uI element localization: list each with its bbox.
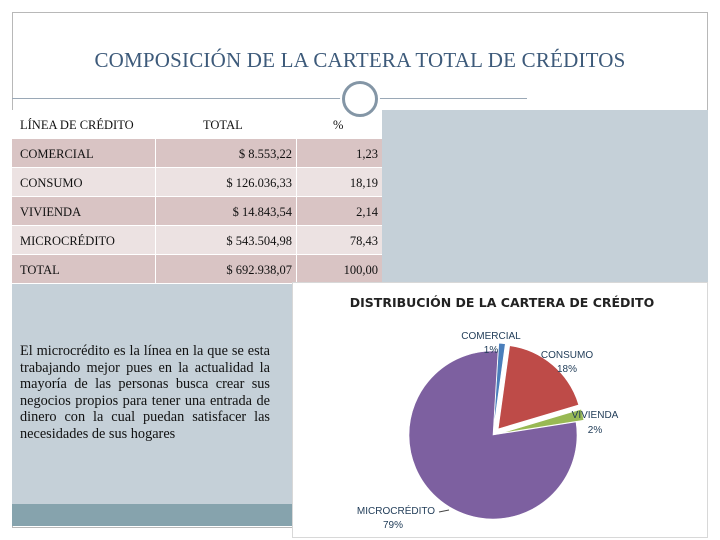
row-total-line: TOTAL [20,263,60,277]
label-comercial-pct: 1% [484,345,499,356]
table-row [12,255,382,283]
table-row [12,197,382,225]
leader-line-microcredito [438,509,450,513]
pie-slice-comercial [493,342,506,428]
slide-title: COMPOSICIÓN DE LA CARTERA TOTAL DE CRÉDI… [94,48,626,72]
label-comercial-name: COMERCIAL [461,331,521,342]
row-consumo-line: CONSUMO [20,176,83,190]
row-total-total: $ 692.938,07 [226,263,292,277]
table-header-line: LÍNEA DE CRÉDITO [20,118,134,132]
row-vivienda-total: $ 14.843,54 [232,205,292,219]
label-consumo-name: CONSUMO [541,350,593,361]
label-microcredito-pct: 79% [383,520,403,531]
table-header-total: TOTAL [203,118,243,132]
row-consumo-pct: 18,19 [349,176,378,190]
chart-title: DISTRIBUCIÓN DE LA CARTERA DE CRÉDITO [350,295,654,310]
row-microcredito-total: $ 543.504,98 [226,234,292,248]
label-vivienda-name: VIVIENDA [572,410,619,421]
label-microcredito-name: MICROCRÉDITO [357,504,435,517]
pie-chart: DISTRIBUCIÓN DE LA CARTERA DE CRÉDITO CO… [350,295,654,531]
row-comercial-total: $ 8.553,22 [238,147,292,161]
row-microcredito-line: MICROCRÉDITO [20,234,115,248]
row-vivienda-line: VIVIENDA [20,205,82,219]
explanation-paragraph: El microcrédito es la línea en la que se… [20,343,270,442]
table-row [12,168,382,196]
circle-ornament-icon [342,81,378,117]
row-consumo-total: $ 126.036,33 [226,176,292,190]
pie-slice-microcredito [408,350,578,520]
pie-slice-vivienda [500,408,585,434]
label-consumo-pct: 18% [557,364,577,375]
label-vivienda-pct: 2% [588,425,603,436]
row-microcredito-pct: 78,43 [349,234,378,248]
title-divider [12,98,527,99]
table-header-pct: % [333,118,344,132]
column-divider [155,139,156,283]
row-total-pct: 100,00 [343,263,378,277]
row-vivienda-pct: 2,14 [356,205,378,219]
row-comercial-pct: 1,23 [356,147,378,161]
row-comercial-line: COMERCIAL [20,147,94,161]
pie-chart-panel: DISTRIBUCIÓN DE LA CARTERA DE CRÉDITO CO… [292,282,708,538]
column-divider [296,139,297,283]
table-row [12,139,382,167]
table-row [12,226,382,254]
pie-slice-consumo [497,345,580,430]
